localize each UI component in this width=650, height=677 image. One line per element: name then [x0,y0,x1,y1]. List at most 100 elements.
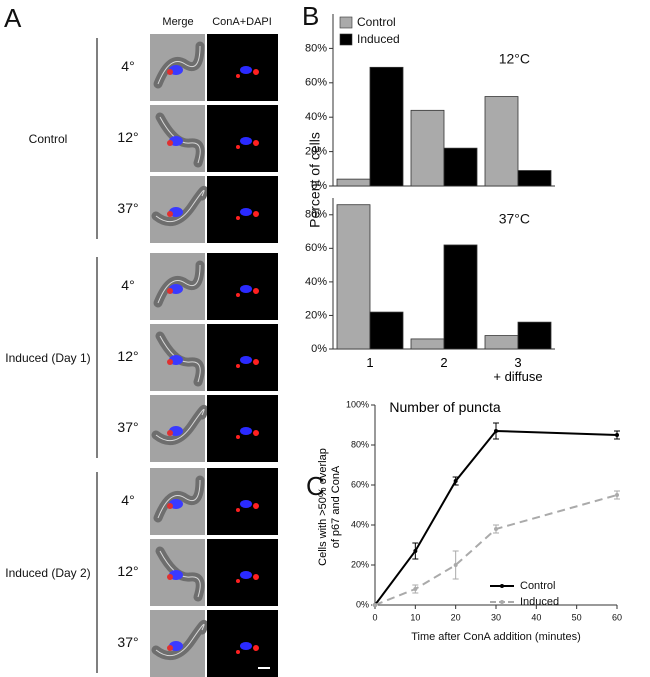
row-label: 4° [121,492,134,508]
line [374,429,618,606]
nucleus [240,642,252,650]
puncta [253,69,259,75]
x-tick-label: 20 [451,612,461,622]
puncta [253,645,259,651]
puncta [253,288,259,294]
cell-edge [155,623,205,657]
puncta [236,650,240,654]
cell-edge [157,45,201,85]
legend-marker [500,584,504,588]
y-tick-label: 60% [305,242,327,254]
y-axis-title: Cells with >50% overlap of p67 and ConA [317,448,342,566]
y-tick-label: 80% [305,209,327,221]
bar [443,244,478,350]
y-tick-label: 20% [305,309,327,321]
puncta [236,435,240,439]
x-tick-label: 10 [410,612,420,622]
bar [410,109,445,187]
x-tick-label: 1 [366,355,374,370]
row-label: 37° [117,200,138,216]
y-tick-label: 0% [356,599,369,609]
bar [336,204,371,350]
legend-label: Induced [520,596,559,608]
x-tick-label: 30 [491,612,501,622]
panel-label: B [302,1,319,31]
y-tick-label: 80% [305,42,327,54]
nucleus [240,137,252,145]
y-tick-label: 20% [351,559,369,569]
bar [517,321,552,350]
marker [413,587,418,591]
x-tick-label: 0 [372,612,377,622]
cell-edge [155,408,205,442]
y-tick-label: 40% [305,111,327,123]
marker [494,429,498,433]
y-tick-label: 60% [351,479,369,489]
puncta [253,503,259,509]
y-tick-label: 100% [346,399,369,409]
bar [517,170,552,187]
column-header: ConA+DAPI [212,16,272,28]
legend-swatch [339,33,353,46]
line [374,494,618,606]
puncta [236,74,240,78]
puncta [236,579,240,583]
y-tick-label: 80% [351,439,369,449]
panel-label: C [306,471,325,501]
puncta [167,288,173,294]
puncta [167,211,173,217]
puncta [236,145,240,149]
row-label: 37° [117,634,138,650]
puncta [167,359,173,365]
panel-label: A [4,3,22,33]
puncta [167,140,173,146]
column-header: Merge [162,16,193,28]
bar [336,178,371,187]
x-tick-label: 50 [572,612,582,622]
y-axis-title: Percent of cells [307,132,323,228]
nucleus [240,356,252,364]
subtitle: 12°C [499,51,530,67]
puncta [253,574,259,580]
y-tick-label: 0% [311,180,327,192]
x-tick-label: 2 [440,355,448,370]
row-label: 4° [121,58,134,74]
bar [369,66,404,187]
nucleus [240,208,252,216]
marker [453,563,458,567]
row-label: 12° [117,129,138,145]
x-tick-label: 40 [531,612,541,622]
row-label: 4° [121,277,134,293]
puncta [236,293,240,297]
cell-edge [159,550,201,598]
puncta [167,645,173,651]
puncta [167,574,173,580]
x-axis-title: Number of puncta [389,399,501,415]
y-tick-label: 60% [305,77,327,89]
puncta [253,359,259,365]
y-tick-label: 40% [351,519,369,529]
row-label: 37° [117,419,138,435]
puncta [167,503,173,509]
group-label: Control [29,132,68,146]
legend-label: Control [357,15,396,29]
nucleus [240,66,252,74]
cell-edge [159,116,201,164]
bar [410,338,445,350]
marker [373,603,377,607]
puncta [253,211,259,217]
puncta [253,430,259,436]
y-tick-label: 20% [305,146,327,158]
legend-label: Control [520,580,555,592]
puncta [167,430,173,436]
bar [369,311,404,350]
bar [443,147,478,187]
x-tick-label: 60 [612,612,622,622]
cell-edge [157,264,201,304]
nucleus [240,500,252,508]
group-label: Induced (Day 1) [5,351,90,365]
cell-edge [155,189,205,223]
puncta [167,69,173,75]
